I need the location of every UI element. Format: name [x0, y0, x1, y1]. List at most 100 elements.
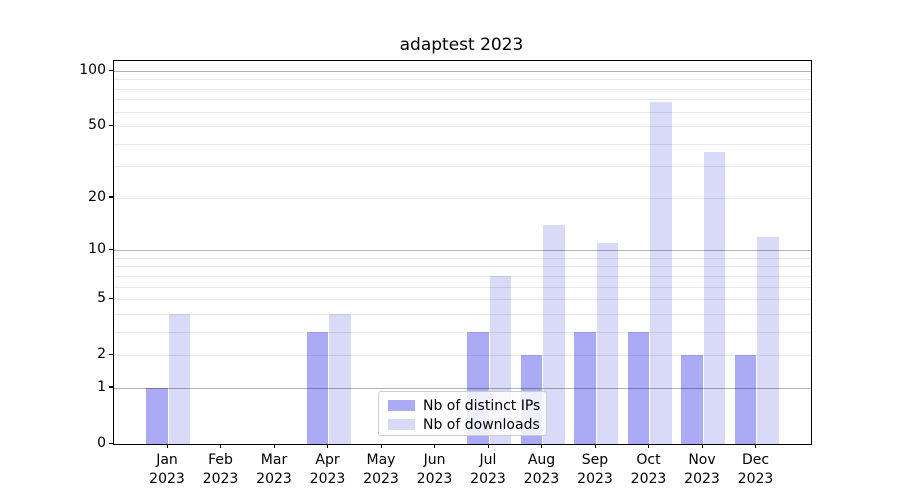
chart-title: adaptest 2023	[399, 35, 524, 55]
minor-gridline-7	[114, 275, 811, 277]
x-tick-mark-jun	[434, 444, 436, 448]
x-tick-label-month: Nov	[688, 452, 716, 468]
y-tick-mark-20	[109, 196, 113, 198]
x-tick-label-jun: Jun 2023	[405, 451, 465, 488]
y-tick-mark-1	[109, 386, 113, 388]
x-tick-mark-sep	[594, 444, 596, 448]
y-tick-mark-10	[109, 248, 113, 250]
legend-swatch-distinct-ips	[388, 400, 415, 411]
x-tick-label-month: May	[366, 452, 396, 468]
x-tick-label-year: 2023	[523, 470, 560, 487]
x-tick-label-jan: Jan 2023	[137, 451, 197, 488]
y-tick-label-20: 20	[88, 188, 106, 205]
x-tick-label-year: 2023	[630, 470, 667, 487]
x-tick-mark-jan	[166, 444, 168, 448]
bar-downloads-dec	[757, 236, 779, 444]
y-tick-label-0: 0	[97, 435, 106, 451]
y-tick-mark-5	[109, 297, 113, 299]
x-tick-label-year: 2023	[309, 470, 346, 487]
minor-gridline-40	[114, 143, 811, 145]
minor-gridline-20	[114, 197, 811, 199]
y-tick-label-1: 1	[97, 378, 106, 395]
minor-gridline-90	[114, 79, 811, 81]
x-tick-label-year: 2023	[684, 470, 720, 487]
minor-gridline-4	[114, 313, 811, 315]
x-tick-label-aug: Aug 2023	[512, 451, 572, 488]
y-tick-label-10: 10	[88, 241, 106, 258]
bar-distinct-ips-nov	[681, 355, 703, 444]
minor-gridline-8	[114, 266, 811, 268]
x-tick-label-mar: Mar 2023	[244, 451, 304, 488]
x-tick-label-feb: Feb 2023	[191, 451, 251, 488]
minor-gridline-60	[114, 111, 811, 113]
x-tick-label-year: 2023	[202, 470, 239, 487]
x-tick-mark-aug	[541, 444, 543, 448]
y-tick-mark-0	[109, 442, 113, 444]
major-gridline-100	[114, 71, 811, 72]
y-tick-label-50: 50	[88, 117, 106, 134]
x-tick-label-year: 2023	[416, 470, 453, 487]
x-tick-label-month: Aug	[527, 452, 556, 468]
minor-gridline-9	[114, 257, 811, 259]
bar-downloads-sep	[596, 243, 619, 444]
x-tick-label-year: 2023	[470, 470, 506, 487]
legend: Nb of distinct IPs Nb of downloads	[378, 391, 547, 436]
minor-gridline-80	[114, 88, 811, 90]
x-tick-label-year: 2023	[149, 470, 185, 487]
x-tick-label-year: 2023	[363, 470, 399, 487]
x-tick-label-oct: Oct 2023	[619, 451, 679, 488]
x-tick-label-dec: Dec 2023	[726, 451, 786, 488]
y-tick-mark-50	[109, 124, 113, 126]
minor-gridline-3	[114, 331, 811, 333]
y-tick-mark-2	[109, 353, 113, 355]
legend-entry-distinct-ips: Nb of distinct IPs	[379, 396, 546, 415]
x-tick-mark-oct	[648, 444, 650, 448]
x-tick-mark-apr	[327, 444, 329, 448]
x-tick-label-jul: Jul 2023	[458, 451, 518, 488]
bar-downloads-apr	[329, 313, 351, 444]
x-tick-label-month: Apr	[315, 452, 340, 468]
legend-label-downloads: Nb of downloads	[423, 416, 540, 433]
y-tick-mark-100	[109, 69, 113, 71]
bar-downloads-nov	[703, 152, 726, 444]
legend-swatch-downloads	[388, 419, 415, 430]
x-tick-label-month: Dec	[741, 452, 770, 468]
plot-area	[113, 60, 812, 445]
y-tick-label-100: 100	[79, 62, 106, 78]
x-tick-label-year: 2023	[256, 470, 292, 487]
bar-downloads-aug	[543, 225, 565, 444]
y-tick-label-2: 2	[97, 346, 106, 363]
legend-entry-downloads: Nb of downloads	[379, 415, 546, 434]
major-gridline-10	[114, 250, 811, 252]
x-tick-mark-jul	[487, 444, 489, 448]
y-tick-label-5: 5	[97, 290, 106, 307]
x-tick-label-year: 2023	[577, 470, 613, 487]
major-gridline-1	[114, 387, 811, 389]
x-tick-label-year: 2023	[737, 470, 774, 487]
x-tick-label-month: Mar	[260, 452, 288, 468]
x-tick-label-apr: Apr 2023	[298, 451, 358, 488]
bar-downloads-jan	[168, 313, 191, 444]
legend-label-distinct-ips: Nb of distinct IPs	[423, 397, 541, 414]
x-tick-label-month: Sep	[581, 452, 609, 468]
x-tick-mark-may	[380, 444, 382, 448]
bar-distinct-ips-dec	[734, 355, 756, 444]
x-tick-mark-mar	[273, 444, 275, 448]
minor-gridline-50	[114, 126, 811, 128]
x-tick-mark-feb	[220, 444, 222, 448]
x-tick-label-may: May 2023	[351, 451, 411, 488]
x-tick-label-month: Jul	[479, 452, 497, 468]
minor-gridline-30	[114, 166, 811, 168]
bar-distinct-ips-apr	[306, 331, 328, 444]
x-tick-label-month: Feb	[208, 452, 233, 468]
x-tick-label-month: Jan	[156, 452, 178, 468]
x-tick-label-nov: Nov 2023	[672, 451, 732, 488]
minor-gridline-70	[114, 99, 811, 101]
x-tick-mark-nov	[701, 444, 703, 448]
minor-gridline-2	[114, 355, 811, 357]
x-tick-label-month: Oct	[636, 452, 661, 468]
bar-distinct-ips-oct	[627, 331, 649, 444]
x-tick-label-month: Jun	[423, 452, 446, 468]
minor-gridline-5	[114, 299, 811, 301]
